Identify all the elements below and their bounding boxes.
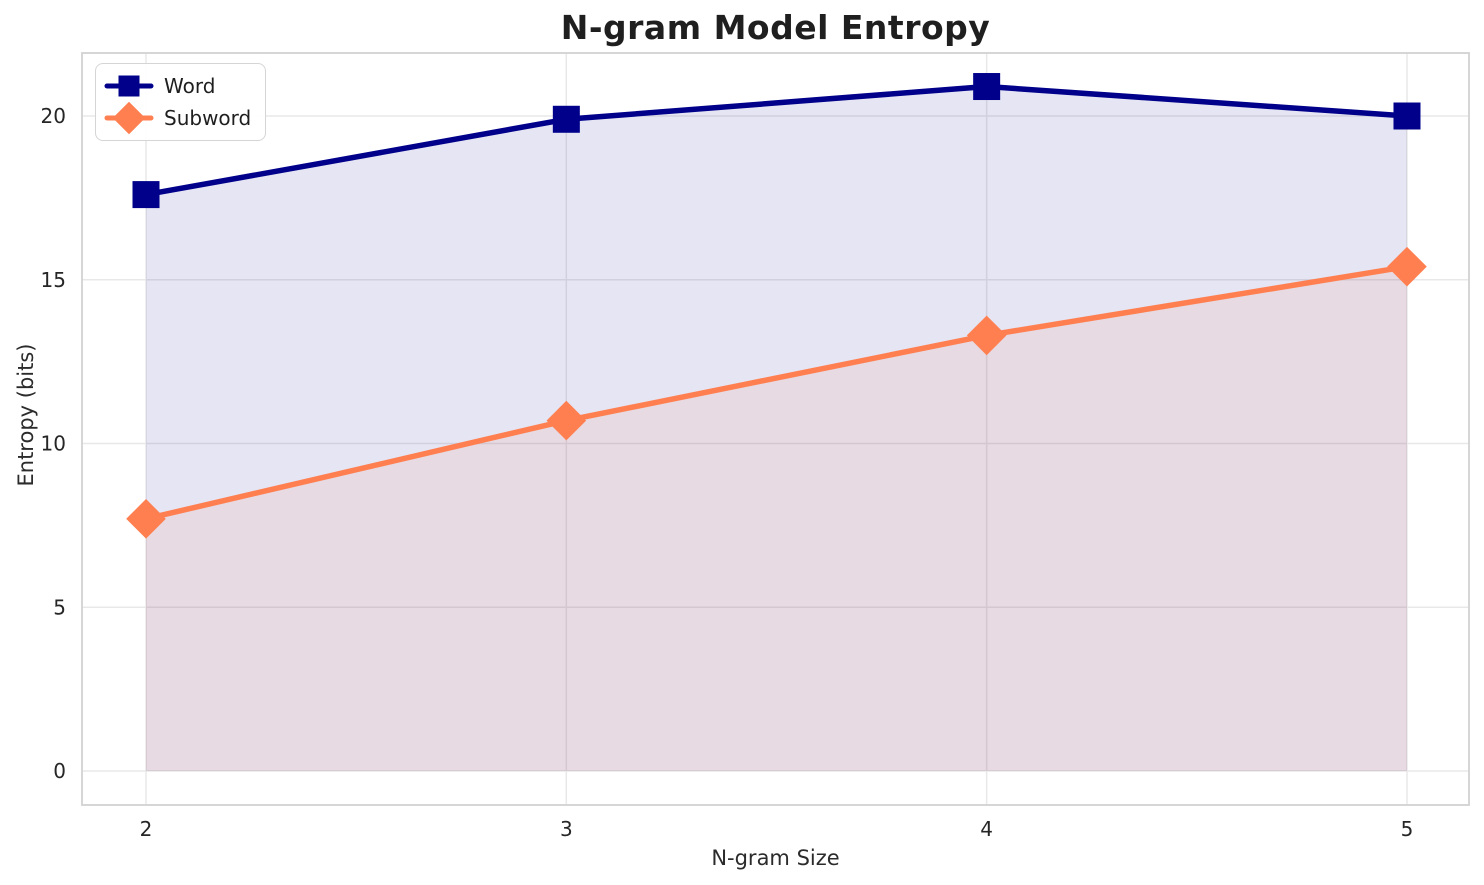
- legend-swatch-diamond: [104, 101, 154, 135]
- x-tick-label: 2: [140, 817, 153, 841]
- y-tick-label: 0: [53, 759, 66, 783]
- plot-border: [81, 52, 1470, 806]
- chart-title: N-gram Model Entropy: [560, 8, 991, 47]
- data-point-subword-4: [966, 315, 1007, 356]
- legend-swatch-square: [104, 75, 154, 97]
- series-line-subword: [143, 263, 1410, 522]
- data-point-subword-2: [126, 499, 166, 539]
- x-tick-label: 5: [1401, 817, 1414, 841]
- x-tick-label: 4: [980, 817, 993, 841]
- data-point-subword-3: [546, 400, 587, 441]
- y-axis-label: Entropy (bits): [14, 343, 38, 487]
- series-area-subword: [146, 266, 1407, 771]
- legend: Word Subword: [95, 63, 267, 141]
- series-line-word: [143, 83, 1410, 198]
- y-tick-label: 10: [41, 432, 66, 456]
- data-point-word-4: [973, 73, 1001, 101]
- series-area-word: [146, 86, 1407, 771]
- data-point-word-2: [132, 181, 160, 209]
- data-point-word-5: [1393, 102, 1421, 130]
- x-tick-label: 3: [560, 817, 573, 841]
- legend-marker-diamond: [112, 101, 146, 135]
- y-tick-label: 5: [53, 595, 66, 619]
- legend-item-word: Word: [104, 71, 251, 101]
- legend-item-subword: Subword: [104, 101, 252, 135]
- legend-label: Word: [164, 74, 216, 98]
- legend-label: Subword: [164, 106, 252, 130]
- legend-marker-square: [118, 75, 140, 97]
- y-tick-label: 20: [41, 104, 66, 128]
- x-axis-label: N-gram Size: [711, 846, 840, 870]
- y-tick-label: 15: [41, 268, 66, 292]
- data-point-word-3: [552, 105, 580, 133]
